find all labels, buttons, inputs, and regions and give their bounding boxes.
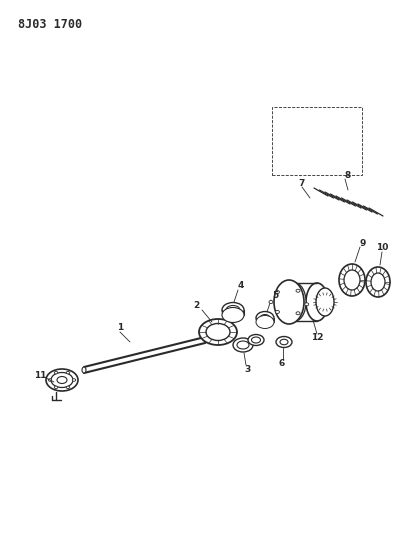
Text: 5: 5 <box>272 292 278 301</box>
Ellipse shape <box>296 312 300 315</box>
Ellipse shape <box>276 336 292 348</box>
Ellipse shape <box>366 267 390 297</box>
Ellipse shape <box>260 314 270 321</box>
Ellipse shape <box>269 301 273 303</box>
Text: 8J03 1700: 8J03 1700 <box>18 18 82 31</box>
Ellipse shape <box>251 337 261 343</box>
Text: 9: 9 <box>360 238 366 247</box>
Ellipse shape <box>226 305 240 314</box>
Ellipse shape <box>222 308 244 322</box>
Ellipse shape <box>280 339 288 345</box>
Text: 12: 12 <box>311 334 323 343</box>
Ellipse shape <box>276 290 280 294</box>
Text: 1: 1 <box>117 324 123 333</box>
Ellipse shape <box>54 386 58 389</box>
Ellipse shape <box>256 316 274 328</box>
Ellipse shape <box>237 341 249 349</box>
Ellipse shape <box>306 283 328 321</box>
Ellipse shape <box>256 311 274 325</box>
Ellipse shape <box>274 280 304 324</box>
Ellipse shape <box>339 264 365 296</box>
Ellipse shape <box>305 303 309 306</box>
Ellipse shape <box>248 335 264 345</box>
Ellipse shape <box>344 270 360 290</box>
Text: 6: 6 <box>279 359 285 368</box>
Text: 7: 7 <box>299 179 305 188</box>
Ellipse shape <box>54 372 58 374</box>
Ellipse shape <box>72 379 76 381</box>
Text: 4: 4 <box>238 281 244 290</box>
Text: 3: 3 <box>245 365 251 374</box>
Ellipse shape <box>46 369 78 391</box>
Ellipse shape <box>284 283 306 321</box>
Ellipse shape <box>222 303 244 318</box>
Text: 8: 8 <box>345 171 351 180</box>
Text: 2: 2 <box>193 302 199 311</box>
Ellipse shape <box>66 372 70 374</box>
Ellipse shape <box>57 376 67 384</box>
Ellipse shape <box>66 386 70 389</box>
Ellipse shape <box>199 319 237 345</box>
Ellipse shape <box>233 338 253 352</box>
Ellipse shape <box>206 324 230 341</box>
Ellipse shape <box>276 310 280 313</box>
Ellipse shape <box>316 288 334 316</box>
Bar <box>272 107 362 175</box>
Ellipse shape <box>296 289 300 292</box>
Ellipse shape <box>51 373 73 387</box>
Text: 10: 10 <box>376 244 388 253</box>
Ellipse shape <box>48 379 52 381</box>
Ellipse shape <box>82 367 86 373</box>
Text: 11: 11 <box>34 372 46 381</box>
Ellipse shape <box>371 273 385 291</box>
